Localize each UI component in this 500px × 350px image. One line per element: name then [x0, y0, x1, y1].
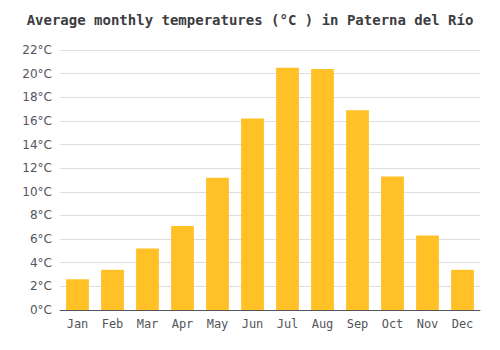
svg-text:May: May	[207, 317, 229, 331]
svg-text:12°C: 12°C	[22, 161, 52, 175]
svg-text:4°C: 4°C	[30, 256, 52, 270]
svg-text:20°C: 20°C	[22, 67, 52, 81]
svg-text:10°C: 10°C	[22, 185, 52, 199]
svg-text:8°C: 8°C	[30, 208, 52, 222]
svg-text:6°C: 6°C	[30, 232, 52, 246]
svg-text:22°C: 22°C	[22, 43, 52, 57]
svg-text:18°C: 18°C	[22, 90, 52, 104]
svg-text:Oct: Oct	[382, 317, 404, 331]
svg-text:Feb: Feb	[102, 317, 124, 331]
svg-text:Jun: Jun	[242, 317, 264, 331]
svg-text:Aug: Aug	[312, 317, 334, 331]
svg-text:Jul: Jul	[277, 317, 299, 331]
svg-text:0°C: 0°C	[30, 303, 52, 317]
svg-text:Dec: Dec	[452, 317, 474, 331]
svg-text:16°C: 16°C	[22, 114, 52, 128]
svg-text:Jan: Jan	[67, 317, 89, 331]
svg-text:Nov: Nov	[417, 317, 439, 331]
svg-text:Average monthly temperatures (: Average monthly temperatures (°C ) in Pa…	[27, 12, 474, 28]
svg-text:Sep: Sep	[347, 317, 369, 331]
svg-text:14°C: 14°C	[22, 138, 52, 152]
svg-text:2°C: 2°C	[30, 279, 52, 293]
svg-text:Apr: Apr	[172, 317, 194, 331]
svg-text:Mar: Mar	[137, 317, 159, 331]
